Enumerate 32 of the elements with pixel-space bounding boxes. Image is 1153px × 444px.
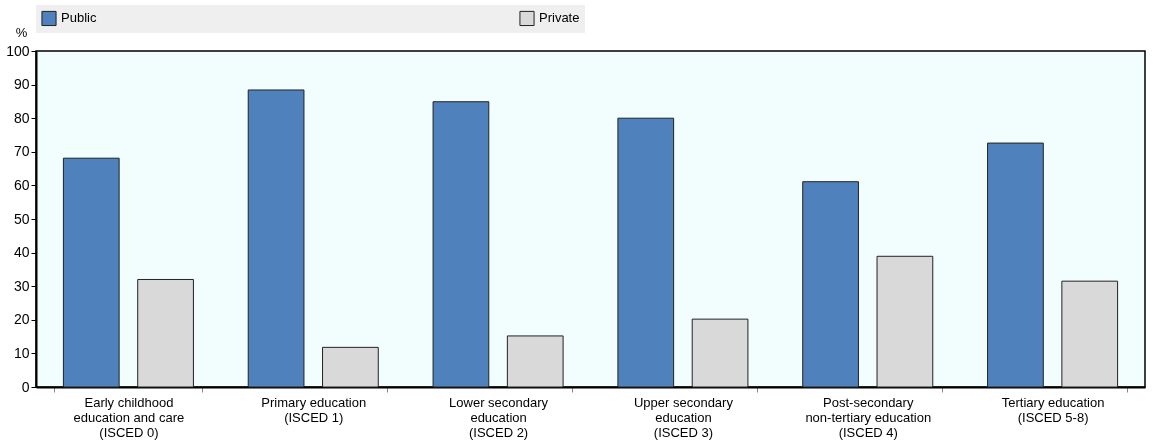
bar (506, 335, 564, 388)
y-tick-label: 80 (13, 109, 30, 126)
x-tick-label: Upper secondary education (ISCED 3) (633, 394, 734, 440)
bar (432, 101, 490, 388)
x-tick-label: Primary education (ISCED 1) (261, 394, 367, 425)
y-tick-label: 0 (21, 378, 30, 395)
bar (691, 318, 749, 388)
y-tick-label: 40 (13, 244, 30, 261)
x-tick-label: Lower secondary education (ISCED 2) (449, 394, 549, 440)
bar (876, 255, 934, 388)
y-tick-label: 50 (13, 210, 30, 227)
y-tick-label: 60 (13, 176, 30, 193)
bar (247, 89, 305, 388)
legend-label: Public (61, 10, 97, 26)
bar (987, 142, 1044, 388)
legend-label: Private (539, 10, 580, 26)
y-tick-label: 90 (13, 76, 30, 93)
y-tick-label: 20 (13, 311, 30, 328)
bar (1061, 280, 1119, 388)
x-tick-label: Post-secondary non-tertiary education (ISCED 4) (805, 394, 932, 440)
x-tick-label: Tertiary education (ISCED 5-8) (1001, 394, 1105, 425)
bar (802, 181, 859, 388)
bar (322, 346, 379, 388)
y-axis-title: % (15, 24, 28, 40)
y-tick-label: 100 (6, 42, 30, 59)
y-tick-label: 30 (13, 277, 30, 294)
bar (62, 157, 120, 388)
bar (617, 117, 675, 388)
x-tick-label: Early childhood education and care (ISCED 0) (73, 394, 185, 440)
y-tick-label: 10 (13, 344, 30, 361)
y-tick-label: 70 (13, 143, 30, 160)
bar (137, 278, 194, 388)
